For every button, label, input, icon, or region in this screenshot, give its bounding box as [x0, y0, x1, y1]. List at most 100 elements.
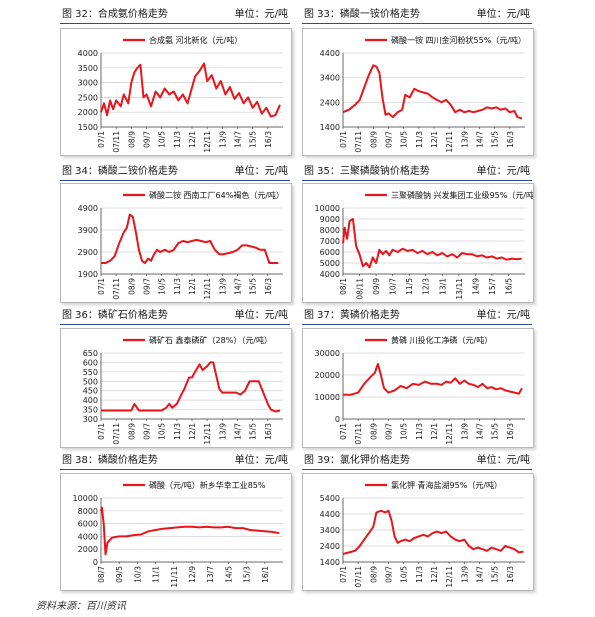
x-tick-label: 11/3 [415, 566, 424, 583]
x-tick-label: 16/3 [506, 423, 515, 440]
x-tick-label: 12/1 [430, 131, 439, 148]
x-tick-label: 07/11 [112, 423, 121, 445]
x-tick-label: 07/1 [97, 278, 106, 295]
figure-caption-row: 图 37：黄磷价格走势 单位：元/吨 [302, 307, 532, 325]
x-tick-label: 13/9 [460, 423, 469, 440]
x-tick-label: 11/11 [170, 566, 179, 588]
figure-title: 图 33：磷酸一铵价格走势 [304, 9, 420, 20]
x-tick-label: 08/9 [127, 278, 136, 295]
x-tick-label: 07/11 [354, 423, 363, 445]
x-tick-label: 11/3 [173, 423, 182, 440]
x-tick-label: 14/7 [476, 566, 485, 583]
y-tick-label: 4400 [320, 510, 340, 519]
chart-panel-yellow-phosphorus: 0 10000 20000 30000 07/1 07/11 08/9 09/7 10/5 11/… [302, 328, 534, 448]
chart-panel-potash: 1400 2400 3400 4400 5400 07/1 07/11 08/9 09/7 10/… [302, 473, 534, 591]
figure-caption-row: 图 36：磷矿石价格走势 单位：元/吨 [60, 307, 290, 325]
y-tick-label: 4400 [320, 49, 340, 58]
x-tick-label: 13/11 [455, 278, 464, 300]
x-tick-label: 07/1 [97, 131, 106, 148]
chart-panel-phosphate-rock: 300 350 400 450 500 550 600 650 07/1 07/11 08/9 09/… [60, 328, 292, 448]
x-tick-label: 15/5 [491, 566, 500, 583]
x-tick-label: 13/9 [218, 423, 227, 440]
y-tick-label: 350 [83, 406, 98, 415]
legend-label: 磷酸一铵 四川金河粉状55%（元/吨） [391, 35, 526, 45]
x-tick-label: 07/11 [354, 566, 363, 588]
y-tick-label: 2900 [78, 248, 98, 257]
x-tick-label: 12/1 [188, 423, 197, 440]
figure-caption-row: 图 33：磷酸一铵价格走势 单位：元/吨 [302, 6, 532, 24]
x-tick-label: 08/1 [339, 278, 348, 295]
x-tick-label: 09/7 [385, 423, 394, 440]
y-tick-label: 650 [83, 349, 98, 358]
x-tick-label: 09/7 [143, 278, 152, 295]
y-tick-label: 8000 [320, 226, 340, 235]
x-tick-label: 15/7 [488, 278, 497, 295]
y-tick-label: 5000 [320, 259, 340, 268]
x-tick-label: 09/7 [143, 423, 152, 440]
x-tick-label: 15/3 [243, 566, 252, 583]
figure-caption-row: 图 35：三聚磷酸钠价格走势 单位：元/吨 [302, 163, 532, 181]
figure-unit: 单位：元/吨 [234, 455, 288, 466]
x-tick-label: 07/11 [354, 131, 363, 153]
figure-caption-row: 图 38：磷酸价格走势 单位：元/吨 [60, 452, 290, 470]
x-tick-label: 13/7 [206, 566, 215, 583]
y-tick-label: 20000 [315, 371, 340, 380]
legend-label: 黄磷 川投化工净磷（元/吨） [391, 335, 492, 345]
x-tick-label: 13/9 [218, 131, 227, 148]
figure-unit: 单位：元/吨 [476, 166, 530, 177]
x-tick-label: 09/7 [385, 566, 394, 583]
figure-title: 图 37：黄磷价格走势 [304, 310, 400, 321]
y-tick-label: 3000 [78, 79, 98, 88]
x-tick-label: 12/11 [203, 131, 212, 153]
y-tick-label: 2400 [320, 542, 340, 551]
x-tick-label: 10/5 [158, 278, 167, 295]
x-tick-label: 15/5 [491, 131, 500, 148]
x-tick-label: 14/7 [234, 423, 243, 440]
x-tick-label: 14/7 [476, 423, 485, 440]
series-line [100, 506, 280, 556]
figure-caption-row: 图 32：合成氨价格走势 单位：元/吨 [60, 6, 290, 24]
y-tick-label: 2000 [78, 545, 98, 554]
x-tick-label: 12/1 [188, 131, 197, 148]
y-tick-label: 0 [93, 558, 98, 567]
x-tick-label: 11/3 [173, 278, 182, 295]
y-tick-label: 500 [83, 377, 98, 386]
source-note: 资料来源：百川资讯 [36, 601, 126, 612]
x-tick-label: 10/3 [133, 566, 142, 583]
x-tick-label: 09/9 [372, 278, 381, 295]
y-tick-label: 1400 [320, 123, 340, 132]
x-tick-label: 07/1 [339, 566, 348, 583]
y-tick-label: 4000 [78, 532, 98, 541]
x-tick-label: 07/1 [339, 423, 348, 440]
y-tick-label: 1900 [78, 270, 98, 279]
y-tick-label: 3400 [320, 526, 340, 535]
x-tick-label: 08/9 [369, 423, 378, 440]
x-tick-label: 16/1 [261, 566, 270, 583]
x-tick-label: 12/11 [445, 423, 454, 445]
y-tick-label: 4000 [320, 270, 340, 279]
x-tick-label: 11/5 [405, 278, 414, 295]
chart-svg: 4000 5000 6000 7000 8000 9000 10000 08/1 08/11 09… [315, 190, 533, 300]
x-tick-label: 10/5 [400, 566, 409, 583]
x-tick-label: 13/1 [438, 278, 447, 295]
x-tick-label: 11/3 [415, 131, 424, 148]
y-tick-label: 10000 [315, 204, 340, 213]
y-tick-label: 3500 [78, 64, 98, 73]
x-tick-label: 08/7 [97, 566, 106, 583]
series-line [343, 363, 523, 396]
x-tick-label: 09/7 [385, 131, 394, 148]
y-tick-label: 2400 [320, 98, 340, 107]
y-tick-label: 600 [83, 358, 98, 367]
x-tick-label: 16/3 [264, 423, 273, 440]
figure-title: 图 32：合成氨价格走势 [62, 9, 168, 20]
chart-panel-dap: 1900 2900 3900 4900 07/1 07/11 08/9 09/7 10/5 11/… [60, 183, 292, 303]
legend-label: 磷酸（元/吨）新乡华幸工业85% [149, 480, 266, 490]
x-tick-label: 12/11 [445, 566, 454, 588]
y-tick-label: 450 [83, 387, 98, 396]
x-tick-label: 15/5 [249, 423, 258, 440]
chart-svg: 1400 2400 3400 4400 5400 07/1 07/11 08/9 09/7 10/… [320, 480, 525, 588]
x-tick-label: 08/11 [356, 278, 365, 300]
x-tick-label: 07/11 [112, 278, 121, 300]
y-tick-label: 6000 [78, 520, 98, 529]
